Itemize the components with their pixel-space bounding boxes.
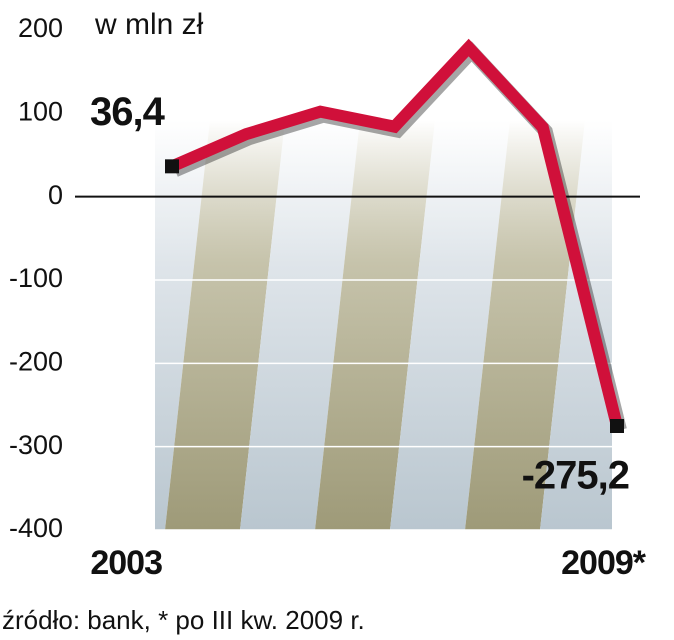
x-tick-label: 2003 [90, 544, 162, 582]
source-note: źródło: bank, * po III kw. 2009 r. [2, 605, 365, 635]
y-tick-label: -100 [9, 263, 63, 293]
end-marker [165, 159, 179, 174]
stripe [390, 120, 510, 530]
value-label: 36,4 [90, 90, 166, 134]
y-tick-label: 100 [18, 96, 63, 126]
y-tick-label: -200 [9, 346, 63, 376]
background-stripes [155, 120, 612, 530]
value-label: -275,2 [522, 454, 629, 498]
stripe [315, 120, 435, 530]
grid [75, 29, 640, 531]
y-tick-label: 200 [18, 13, 63, 43]
y-tick-label: -300 [9, 430, 63, 460]
end-marker [610, 419, 624, 433]
y-tick-label: -400 [9, 513, 63, 543]
stripe [155, 120, 210, 530]
x-tick-label: 2009* [561, 544, 647, 582]
y-tick-label: 0 [48, 180, 63, 210]
stripe [240, 120, 360, 530]
stripe [165, 120, 285, 530]
stripe [465, 120, 585, 530]
stripe [540, 120, 612, 530]
line [169, 38, 623, 428]
marks [165, 38, 627, 433]
unit-label: w mln zł [94, 8, 204, 41]
